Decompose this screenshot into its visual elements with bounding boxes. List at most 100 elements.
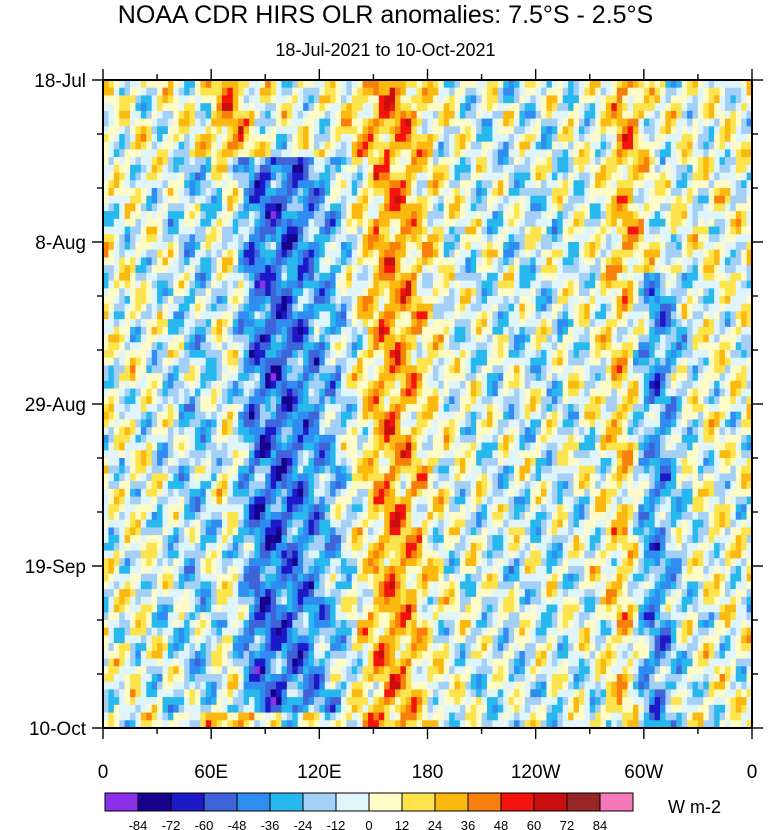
field-cell bbox=[427, 211, 434, 220]
field-cell bbox=[519, 211, 526, 220]
field-cell bbox=[438, 272, 445, 282]
field-cell bbox=[124, 296, 131, 305]
field-cell bbox=[368, 141, 375, 151]
field-cell bbox=[546, 380, 553, 390]
field-cell bbox=[449, 188, 456, 197]
field-cell bbox=[200, 126, 207, 135]
field-cell bbox=[665, 211, 672, 220]
field-cell bbox=[546, 157, 553, 166]
field-cell bbox=[292, 357, 299, 367]
field-cell bbox=[368, 272, 375, 282]
field-cell bbox=[459, 188, 466, 197]
field-cell bbox=[714, 180, 721, 189]
field-cell bbox=[730, 195, 737, 205]
field-cell bbox=[730, 257, 737, 266]
field-cell bbox=[259, 141, 266, 151]
field-cell bbox=[497, 350, 504, 359]
field-cell bbox=[416, 157, 423, 166]
field-cell bbox=[173, 195, 180, 205]
field-cell bbox=[124, 149, 131, 158]
field-cell bbox=[660, 103, 667, 112]
field-cell bbox=[616, 357, 623, 367]
field-cell bbox=[724, 157, 731, 166]
field-cell bbox=[503, 203, 510, 212]
field-cell bbox=[416, 373, 423, 382]
field-cell bbox=[530, 365, 537, 374]
field-cell bbox=[524, 203, 531, 212]
field-cell bbox=[573, 350, 580, 359]
field-cell bbox=[184, 303, 191, 313]
field-cell bbox=[211, 334, 218, 343]
field-cell bbox=[373, 257, 380, 266]
field-cell bbox=[319, 87, 326, 97]
field-cell bbox=[151, 288, 158, 297]
field-cell bbox=[530, 126, 537, 135]
field-cell bbox=[130, 326, 137, 336]
field-cell bbox=[368, 326, 375, 336]
field-cell bbox=[319, 126, 326, 135]
field-cell bbox=[427, 357, 434, 367]
field-cell bbox=[638, 388, 645, 397]
field-cell bbox=[243, 126, 250, 135]
field-cell bbox=[259, 157, 266, 166]
field-cell bbox=[557, 164, 564, 174]
field-cell bbox=[330, 149, 337, 158]
field-cell bbox=[454, 342, 461, 351]
field-cell bbox=[595, 180, 602, 189]
field-cell bbox=[735, 118, 742, 127]
field-cell bbox=[227, 95, 234, 104]
field-cell bbox=[470, 188, 477, 197]
field-cell bbox=[687, 110, 694, 120]
field-cell bbox=[211, 319, 218, 328]
field-cell bbox=[124, 272, 131, 282]
field-cell bbox=[265, 280, 272, 289]
field-cell bbox=[389, 311, 396, 320]
field-cell bbox=[633, 257, 640, 266]
field-cell bbox=[395, 319, 402, 328]
field-cell bbox=[438, 234, 445, 243]
field-cell bbox=[405, 342, 412, 351]
field-cell bbox=[211, 242, 218, 251]
field-cell bbox=[638, 296, 645, 305]
field-cell bbox=[216, 226, 223, 235]
field-cell bbox=[551, 280, 558, 289]
field-cell bbox=[697, 296, 704, 305]
field-cell bbox=[497, 265, 504, 274]
field-cell bbox=[205, 280, 212, 289]
field-cell bbox=[281, 80, 288, 89]
field-cell bbox=[578, 319, 585, 328]
field-cell bbox=[249, 249, 256, 259]
field-cell bbox=[330, 319, 337, 328]
field-cell bbox=[687, 249, 694, 259]
field-cell bbox=[551, 296, 558, 305]
field-cell bbox=[481, 350, 488, 359]
field-cell bbox=[194, 157, 201, 166]
field-cell bbox=[557, 249, 564, 259]
field-cell bbox=[113, 280, 120, 289]
field-cell bbox=[551, 380, 558, 390]
field-cell bbox=[459, 164, 466, 174]
field-cell bbox=[205, 342, 212, 351]
field-cell bbox=[119, 288, 126, 297]
field-cell bbox=[362, 95, 369, 104]
field-cell bbox=[708, 87, 715, 97]
field-cell bbox=[189, 164, 196, 174]
field-cell bbox=[551, 218, 558, 228]
field-cell bbox=[746, 188, 752, 197]
field-cell bbox=[524, 388, 531, 397]
field-cell bbox=[265, 388, 272, 397]
field-cell bbox=[665, 141, 672, 151]
field-cell bbox=[211, 249, 218, 259]
field-cell bbox=[535, 172, 542, 181]
field-cell bbox=[140, 226, 147, 235]
field-cell bbox=[400, 311, 407, 320]
field-cell bbox=[173, 95, 180, 104]
field-cell bbox=[519, 126, 526, 135]
field-cell bbox=[351, 95, 358, 104]
field-cell bbox=[427, 203, 434, 212]
field-cell bbox=[324, 87, 331, 97]
field-cell bbox=[324, 373, 331, 382]
field-cell bbox=[649, 357, 656, 367]
field-cell bbox=[135, 218, 142, 228]
field-cell bbox=[724, 172, 731, 181]
